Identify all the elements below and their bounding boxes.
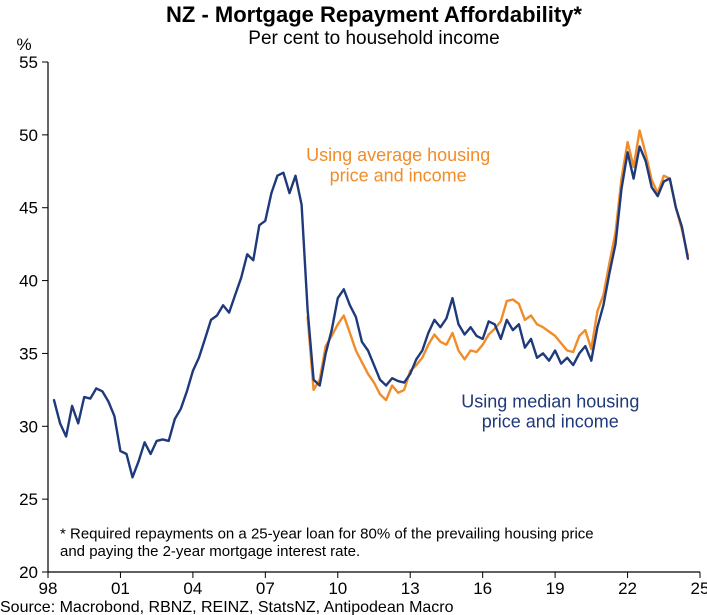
x-tick-label: 13 — [401, 579, 420, 598]
x-tick-label: 19 — [546, 579, 565, 598]
x-tick-label: 10 — [328, 579, 347, 598]
y-tick-label: 30 — [19, 417, 38, 436]
y-tick-label: 35 — [19, 344, 38, 363]
x-tick-label: 25 — [691, 579, 707, 598]
chart-svg: NZ - Mortgage Repayment Affordability*Pe… — [0, 0, 707, 615]
chart-subtitle: Per cent to household income — [248, 28, 499, 49]
footnote-line-2: and paying the 2-year mortgage interest … — [60, 543, 360, 560]
x-tick-label: 07 — [256, 579, 275, 598]
y-unit-label: % — [16, 35, 31, 54]
label-average-2: price and income — [330, 165, 467, 185]
y-tick-label: 20 — [19, 563, 38, 582]
y-tick-label: 55 — [19, 53, 38, 72]
y-tick-label: 40 — [19, 272, 38, 291]
y-tick-label: 50 — [19, 126, 38, 145]
y-tick-label: 45 — [19, 199, 38, 218]
label-median-1: Using median housing — [461, 391, 639, 411]
chart-title: NZ - Mortgage Repayment Affordability* — [166, 2, 582, 27]
label-median-2: price and income — [482, 412, 619, 432]
x-tick-label: 98 — [39, 579, 58, 598]
source-line: Source: Macrobond, RBNZ, REINZ, StatsNZ,… — [0, 599, 454, 615]
footnote-line-1: * Required repayments on a 25-year loan … — [60, 525, 594, 542]
x-tick-label: 04 — [183, 579, 202, 598]
y-tick-label: 25 — [19, 490, 38, 509]
x-tick-label: 01 — [111, 579, 130, 598]
x-tick-label: 22 — [618, 579, 637, 598]
affordability-chart: { "title": "NZ - Mortgage Repayment Affo… — [0, 0, 707, 615]
label-average-1: Using average housing — [306, 145, 490, 165]
x-tick-label: 16 — [473, 579, 492, 598]
